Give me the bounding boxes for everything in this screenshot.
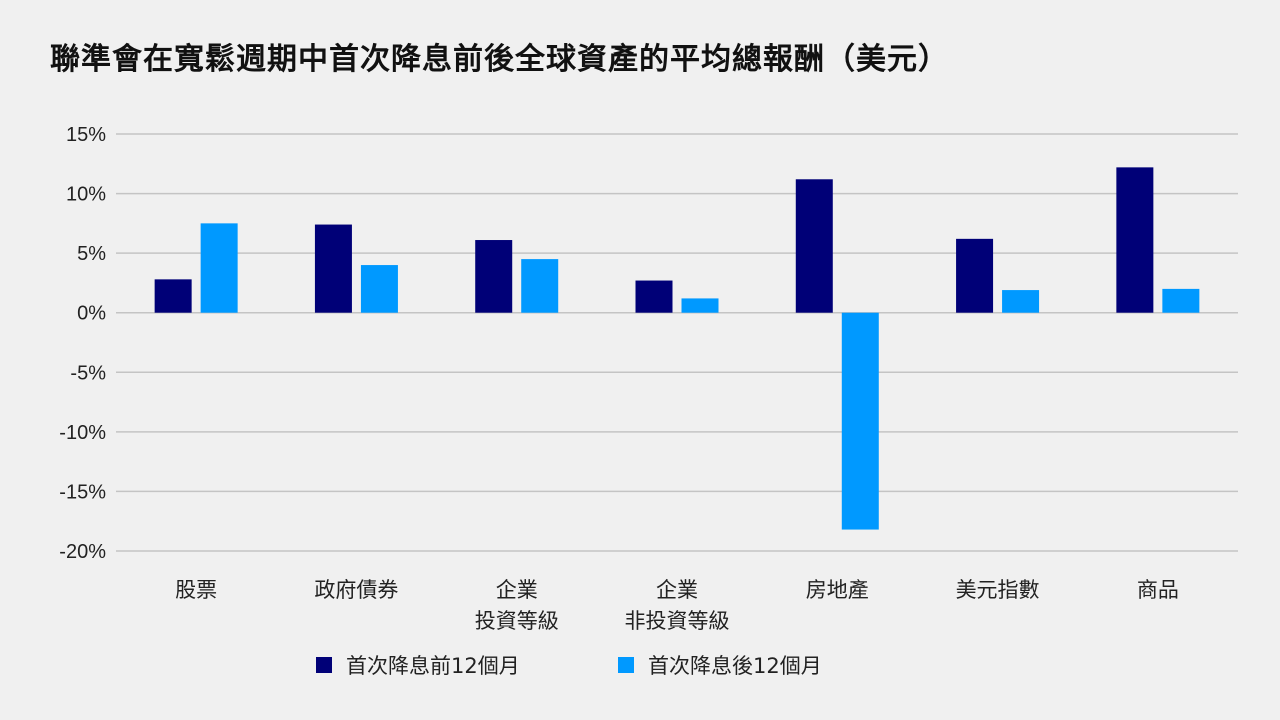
y-tick-label: 10%	[66, 184, 106, 206]
y-tick-label: 5%	[77, 243, 106, 265]
bar-after	[200, 223, 238, 313]
legend-swatch	[618, 657, 634, 673]
x-tick-label: 非投資等級	[625, 609, 730, 633]
x-tick-label: 股票	[175, 578, 217, 602]
bar-before	[314, 224, 352, 313]
bar-after	[841, 312, 879, 530]
x-tick-label: 企業	[496, 578, 538, 602]
bar-before	[154, 279, 192, 313]
x-tick-label: 政府債券	[314, 578, 398, 602]
x-tick-label: 企業	[656, 578, 698, 602]
bar-after	[681, 298, 719, 313]
bar-before	[956, 238, 994, 313]
bar-after	[360, 265, 398, 313]
legend-swatch	[316, 657, 332, 673]
bar-before	[1116, 167, 1154, 313]
x-tick-label: 商品	[1137, 578, 1179, 602]
bar-before	[635, 280, 673, 313]
bar-after	[1002, 290, 1040, 313]
legend-label: 首次降息前12個月	[346, 654, 520, 678]
bar-after	[521, 259, 559, 313]
y-tick-label: -5%	[70, 362, 106, 384]
bar-after	[1162, 288, 1200, 313]
bar-before	[795, 179, 833, 313]
y-tick-label: -20%	[59, 541, 106, 563]
x-tick-label: 美元指數	[956, 578, 1040, 602]
x-tick-label: 投資等級	[475, 609, 559, 633]
chart-title: 聯準會在寬鬆週期中首次降息前後全球資產的平均總報酬（美元）	[50, 42, 949, 77]
legend-label: 首次降息後12個月	[648, 654, 822, 678]
y-tick-label: -10%	[59, 422, 106, 444]
bar-before	[475, 240, 513, 313]
y-tick-label: 0%	[77, 303, 106, 325]
y-tick-label: 15%	[66, 124, 106, 146]
x-tick-label: 房地產	[806, 578, 869, 602]
y-tick-label: -15%	[59, 481, 106, 503]
